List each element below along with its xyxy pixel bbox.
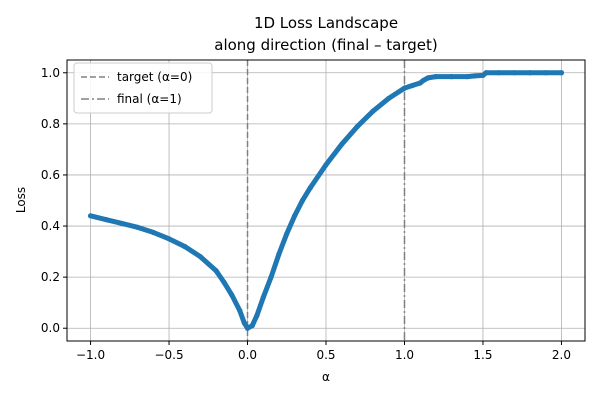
loss-curve-point [339,141,345,147]
y-tick-label: 0.6 [41,168,60,182]
legend-label-target: target (α=0) [117,70,192,84]
loss-curve-point [150,229,156,236]
loss-curve-point [254,312,260,319]
loss-curve-point [511,70,517,76]
loss-curve-point [420,77,426,84]
legend-label-final: final (α=1) [117,92,182,106]
x-tick-label: −1.0 [76,348,105,362]
loss-curve-point [483,70,489,76]
loss-curve-point [221,279,227,285]
loss-curve-point [229,292,235,298]
loss-curve-point [496,70,502,76]
loss-curve-point [292,213,298,219]
x-tick-label: 2.0 [552,348,571,362]
loss-curve-point [386,95,392,101]
y-tick-label: 0.8 [41,117,60,131]
loss-curve-point [299,197,306,204]
loss-curve-point [307,185,313,191]
loss-curve-point [237,307,243,313]
loss-curve-point [182,243,188,250]
y-tick-label: 0.0 [41,321,60,335]
x-axis-label: α [322,370,330,384]
loss-curve-point [354,123,360,130]
loss-curve-point [401,85,408,91]
loss-curve-point [249,323,255,329]
loss-curve-point [119,220,125,227]
loss-curve-point [276,251,282,257]
x-axis-ticks: −1.0 −0.5 0.0 0.5 1.0 1.5 2.0 [76,341,571,362]
loss-curve-point [448,74,455,80]
x-tick-label: 1.0 [395,348,414,362]
y-tick-label: 0.4 [41,219,60,233]
loss-curve-point [244,325,251,331]
loss-curve-point [213,268,219,274]
y-axis-label: Loss [14,187,28,213]
loss-curve-point [425,75,431,81]
x-tick-label: −0.5 [154,348,183,362]
x-tick-label: 0.5 [316,348,335,362]
y-axis-ticks: 0.0 0.2 0.4 0.6 0.8 1.0 [41,66,67,335]
legend: target (α=0) final (α=1) [73,62,213,114]
loss-curve-point [472,73,478,79]
loss-curve-point [284,231,290,237]
reference-lines [246,60,406,341]
x-tick-label: 1.5 [473,348,492,362]
loss-curve-point [558,70,565,76]
loss-curve-point [527,70,533,76]
series-group [87,70,565,331]
loss-curve-point [370,108,376,114]
legend-box [73,62,213,114]
chart-title-line-1: 1D Loss Landscape [254,14,398,32]
x-tick-label: 0.0 [238,348,257,362]
loss-curve-point [464,74,470,80]
y-tick-label: 0.2 [41,270,60,284]
loss-curve-point [543,70,549,76]
loss-curve-point [323,162,329,168]
chart-title-line-2: along direction (final – target) [214,36,438,54]
loss-curve-point [409,82,415,89]
loss-curve-point [268,274,274,280]
loss-curve-point [166,236,172,242]
loss-curve-point [135,224,141,230]
loss-curve-point [197,254,204,260]
y-tick-label: 1.0 [41,66,60,80]
loss-curve-point [433,74,439,80]
loss-curve-point [241,320,247,326]
loss-curve-point [87,213,94,219]
loss-curve-point [260,294,266,301]
loss-curve-point [103,217,109,223]
